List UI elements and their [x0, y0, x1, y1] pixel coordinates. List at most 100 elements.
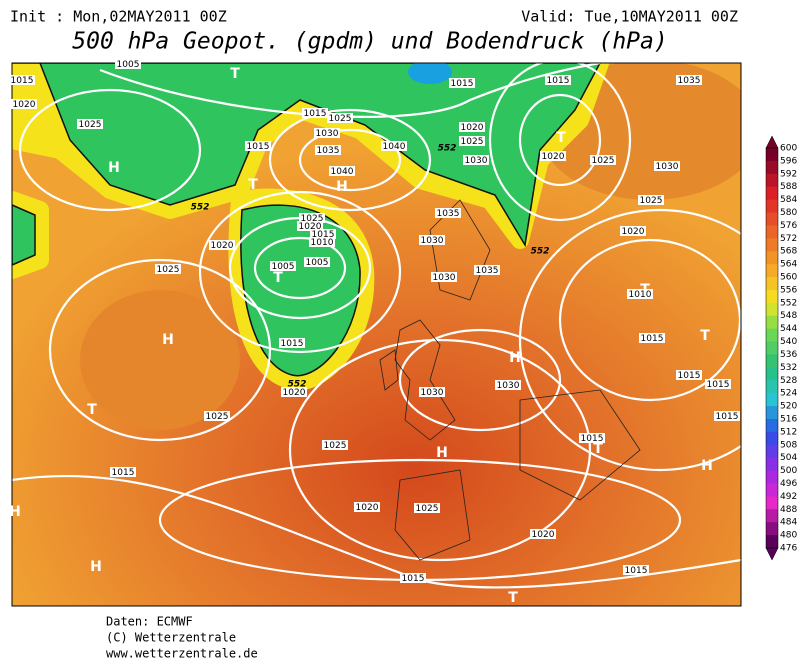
isobar-label-box — [310, 229, 336, 239]
pressure-center: T — [640, 282, 650, 298]
isobar-label: 1030 — [433, 273, 456, 283]
colorbar-label: 584 — [780, 195, 797, 205]
isobar-label: 1015 — [716, 412, 739, 422]
colorbar-swatch — [766, 238, 778, 252]
isobar-label-box — [705, 379, 731, 389]
isobar-label-box — [639, 333, 665, 343]
isobar-label: 1025 — [461, 137, 484, 147]
isobar-label-box — [329, 166, 355, 176]
isobar-label: 1020 — [211, 241, 234, 251]
colorbar-cap — [765, 135, 779, 149]
colorbar-label: 536 — [780, 350, 797, 360]
colorbar: 600 596 592 588 584 580 576 572 568 564 560 556 552 5… — [765, 135, 797, 561]
pressure-center: T — [593, 441, 603, 457]
colorbar-swatch — [766, 173, 778, 188]
pressure-center: T — [700, 328, 710, 344]
colorbar-label: 596 — [780, 156, 797, 166]
colorbar-swatch — [766, 315, 778, 330]
colorbar-swatch — [766, 470, 778, 484]
isobar-label: 1040 — [383, 142, 406, 152]
isobar-label: 1015 — [312, 230, 335, 240]
isobar-label-box — [623, 565, 649, 575]
isobar-label: 1020 — [356, 503, 379, 513]
isobar-label: 1015 — [247, 142, 270, 152]
colorbar-label: 556 — [780, 285, 797, 295]
isobar-label: 1025 — [324, 441, 347, 451]
colorbar-frame — [765, 147, 779, 549]
isobar-label: 1015 — [625, 566, 648, 576]
isobar-label-box — [714, 411, 740, 421]
isobar-label-box — [435, 208, 461, 218]
isobar-label-box — [449, 78, 475, 88]
colorbar-label: 508 — [780, 440, 797, 450]
isobar-label: 1025 — [416, 504, 439, 514]
isobar-label-box — [110, 467, 136, 477]
isobar-label-box — [297, 221, 323, 231]
isobar-label: 1035 — [317, 146, 340, 156]
colorbar-label: 552 — [780, 298, 797, 308]
colorbar-swatch — [766, 289, 778, 304]
colorbar-label: 560 — [780, 273, 797, 283]
colorbar-swatch — [766, 457, 778, 472]
colorbar-swatch — [766, 277, 778, 291]
isobar-label: 1035 — [476, 266, 499, 276]
isobar-label-box — [419, 387, 445, 397]
isobar-label-box — [315, 145, 341, 155]
isobar-label-box — [209, 240, 235, 250]
colorbar-swatch — [766, 354, 778, 368]
isobar-label: 1015 — [402, 574, 425, 584]
isobar-label-box — [115, 59, 141, 69]
isobar-label: 1020 — [299, 222, 322, 232]
colorbar-swatch — [766, 251, 778, 265]
colorbar-label: 492 — [780, 492, 797, 502]
isobar-label: 1030 — [421, 388, 444, 398]
pressure-center: T — [556, 130, 566, 146]
pressure-center: T — [508, 590, 518, 606]
isobar-label-box — [245, 141, 271, 151]
isobar-label: 1005 — [306, 258, 329, 268]
isobar-label: 1025 — [640, 196, 663, 206]
isobar-label-box — [459, 122, 485, 132]
colorbar-label: 516 — [780, 414, 797, 424]
isobar-label: 1030 — [421, 236, 444, 246]
isobar-label: 1020 — [283, 388, 306, 398]
isobar-label: 1015 — [112, 468, 135, 478]
colorbar-swatch — [766, 328, 778, 343]
isobar-label-box — [676, 370, 702, 380]
pressure-center: H — [336, 179, 348, 195]
isobar-label-box — [676, 75, 702, 85]
isobar-label: 1010 — [311, 238, 334, 248]
colorbar-cap — [765, 547, 779, 561]
isobar-label-box — [304, 257, 330, 267]
colorbar-label: 540 — [780, 337, 797, 347]
pressure-center: H — [509, 350, 521, 366]
height-label: 552 — [191, 203, 210, 213]
footer-copyright: (C) Wetterzentrale — [106, 631, 236, 645]
isobar-label-box — [419, 235, 445, 245]
isobar-label-box — [540, 151, 566, 161]
isobar-label: 1025 — [157, 265, 180, 275]
pressure-center: T — [87, 402, 97, 418]
colorbar-label: 524 — [780, 389, 797, 399]
isobar-label-box — [654, 161, 680, 171]
isobar-label: 1020 — [13, 100, 36, 110]
colorbar-label: 600 — [780, 144, 797, 154]
height-label: 552 — [438, 144, 457, 154]
isobar-label: 1035 — [678, 76, 701, 86]
isobar-label-box — [590, 155, 616, 165]
isobar-label: 1035 — [437, 209, 460, 219]
isobar-label: 1010 — [629, 290, 652, 300]
isobar-label: 1005 — [272, 262, 295, 272]
footer-source: Daten: ECMWF — [106, 615, 193, 629]
isobar-label: 1005 — [117, 60, 140, 70]
isobar-label-box — [155, 264, 181, 274]
pressure-center: T — [230, 66, 240, 82]
pressure-center: T — [273, 270, 283, 286]
isobar-label-box — [11, 99, 37, 109]
pressure-center: H — [108, 160, 120, 176]
colorbar-swatch — [766, 341, 778, 355]
isobar-label-box — [530, 529, 556, 539]
isobar-label: 1015 — [281, 339, 304, 349]
